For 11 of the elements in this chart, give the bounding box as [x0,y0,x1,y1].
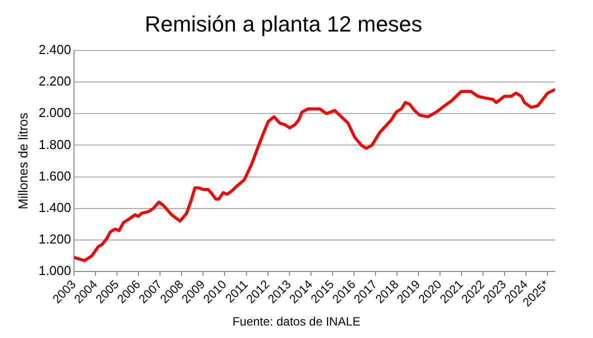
y-tick-label: 1.400 [38,200,72,216]
y-tick-label: 1.000 [38,263,72,278]
y-tick-label: 1.800 [38,136,72,152]
y-tick-label: 2.400 [38,42,72,57]
y-tick-label: 2.000 [38,105,72,120]
y-tick-label: 1.200 [38,232,72,247]
source-note: Fuente: datos de INALE [232,314,361,328]
y-axis-title: Millones de litros [15,112,30,210]
chart-title: Remisión a planta 12 meses [144,11,422,36]
y-tick-label: 2.200 [38,74,72,89]
y-tick-label: 1.600 [38,168,72,184]
